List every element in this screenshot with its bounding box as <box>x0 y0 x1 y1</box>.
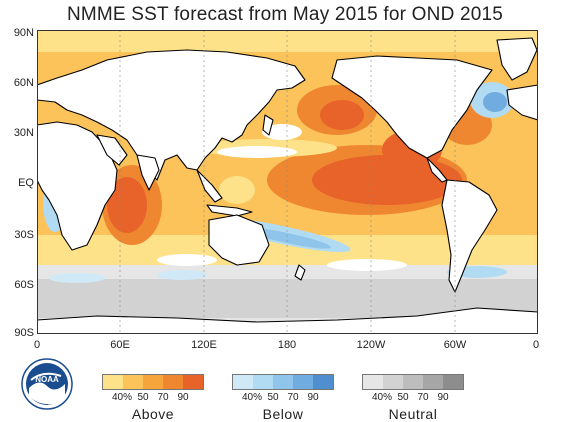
lat-label-60n: 60N <box>13 77 34 89</box>
legend-neutral-swatch-5 <box>443 375 463 389</box>
antarctica-landmass <box>37 307 538 334</box>
map-title: NMME SST forecast from May 2015 for OND … <box>66 4 504 25</box>
map-border <box>37 30 538 334</box>
legend-above-swatch-5 <box>183 375 203 389</box>
noaa-logo-text: NOAA <box>35 375 59 384</box>
india-landmass <box>136 154 160 191</box>
legend-above-swatch-4 <box>163 375 183 389</box>
noaa-logo: NOAA <box>21 358 73 410</box>
legend-above-swatch-1 <box>103 375 123 389</box>
legend-above-tick-40: 40% <box>111 392 133 403</box>
lon-label-0-east: 0 <box>532 339 540 351</box>
lon-label-180: 180 <box>277 339 297 351</box>
legend-below-swatch-5 <box>313 375 333 389</box>
newzealand-landmass <box>294 264 306 281</box>
legend-neutral-tick-90: 90 <box>437 392 449 403</box>
lat-label-60s: 60S <box>14 279 34 291</box>
greenland-landmass <box>496 37 538 81</box>
australia-landmass <box>208 214 270 266</box>
legend-below-swatch-2 <box>253 375 273 389</box>
lon-label-120e: 120E <box>191 339 217 351</box>
lat-label-eq: EQ <box>18 177 34 189</box>
legend-neutral-swatch-4 <box>423 375 443 389</box>
south-america-landmass <box>441 179 498 293</box>
legend-above: 40% 50 70 90 Above <box>102 374 204 422</box>
land-masses <box>37 37 538 334</box>
legend-above-tick-90: 90 <box>177 392 189 403</box>
lon-label-60w: 60W <box>443 339 467 351</box>
legend-below: 40% 50 70 90 Below <box>232 374 334 422</box>
legend-neutral-swatches <box>362 374 464 390</box>
eurasia-landmass <box>37 49 306 181</box>
lat-label-30n: 30N <box>13 127 34 139</box>
legend-below-tick-40: 40% <box>241 392 263 403</box>
legend-below-swatch-3 <box>273 375 293 389</box>
legend-below-swatch-4 <box>293 375 313 389</box>
legend-neutral-tick-40: 40% <box>371 392 393 403</box>
north-america-landmass <box>331 55 493 159</box>
legend-neutral-tick-70: 70 <box>417 392 429 403</box>
lon-label-60e: 60E <box>110 339 130 351</box>
legend-above-label: Above <box>131 406 175 422</box>
legend-neutral-swatch-3 <box>403 375 423 389</box>
legend-above-tick-50: 50 <box>137 392 149 403</box>
legend-below-swatches <box>232 374 334 390</box>
indonesia-landmass <box>206 204 253 217</box>
legend-below-tick-50: 50 <box>267 392 279 403</box>
europe-landmass <box>506 84 538 121</box>
legend-below-tick-90: 90 <box>307 392 319 403</box>
legend-below-label: Below <box>262 406 304 422</box>
legend-below-tick-70: 70 <box>287 392 299 403</box>
sst-forecast-map <box>37 30 538 334</box>
sea-landmass <box>196 169 223 203</box>
legend-neutral-label: Neutral <box>388 406 438 422</box>
arabia-landmass <box>96 134 128 166</box>
lon-label-120w: 120W <box>356 339 386 351</box>
longitude-gridlines <box>119 30 456 334</box>
legend-above-swatch-2 <box>123 375 143 389</box>
africa-landmass <box>37 121 118 251</box>
japan-landmass <box>262 114 274 136</box>
lat-label-90s: 90S <box>14 327 34 339</box>
legend-below-swatch-1 <box>233 375 253 389</box>
legend-neutral-swatch-1 <box>363 375 383 389</box>
lon-label-0: 0 <box>33 339 41 351</box>
legend-neutral-tick-50: 50 <box>397 392 409 403</box>
central-america-landmass <box>426 157 448 183</box>
legend-neutral-swatch-2 <box>383 375 403 389</box>
lat-label-90n: 90N <box>13 27 34 39</box>
legend-neutral: 40% 50 70 90 Neutral <box>362 374 464 422</box>
legend-above-tick-70: 70 <box>157 392 169 403</box>
legend-above-swatches <box>102 374 204 390</box>
legend-above-swatch-3 <box>143 375 163 389</box>
lat-label-30s: 30S <box>14 229 34 241</box>
